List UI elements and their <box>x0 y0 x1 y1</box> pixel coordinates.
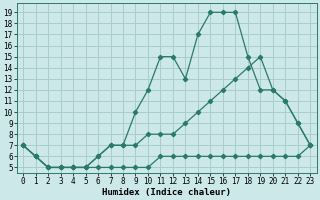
X-axis label: Humidex (Indice chaleur): Humidex (Indice chaleur) <box>102 188 231 197</box>
